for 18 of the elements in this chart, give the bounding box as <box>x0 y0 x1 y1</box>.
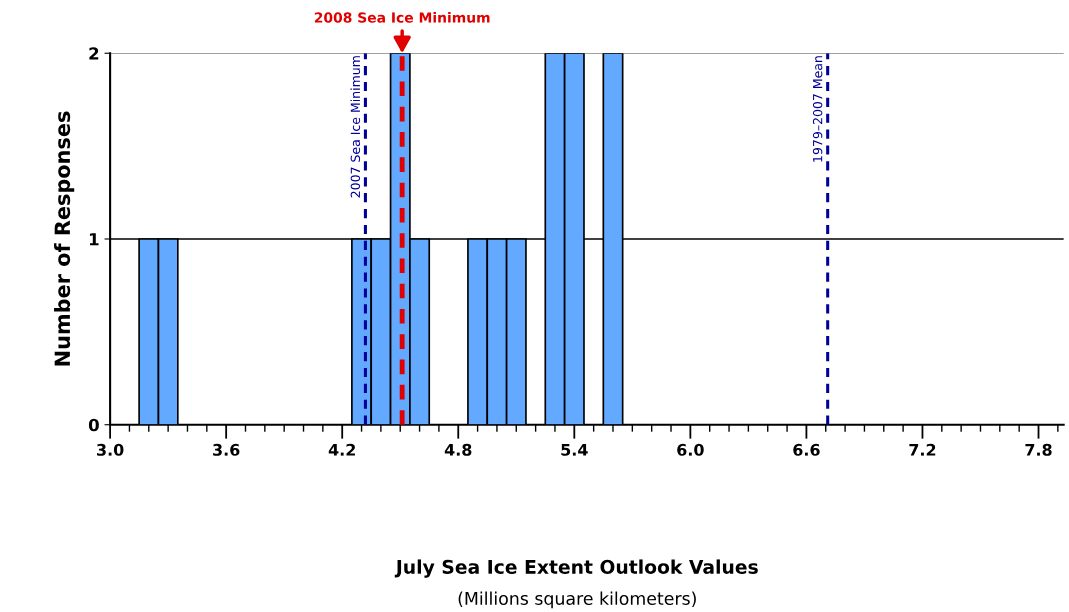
x-tick-label: 4.2 <box>328 443 355 456</box>
y-tick-label: 2 <box>89 47 99 60</box>
y-tick-label: 0 <box>88 418 99 432</box>
ref-line-label: 2007 Sea Ice Minimum <box>350 56 361 198</box>
annotation: 2008 Sea Ice Minimum <box>314 12 490 23</box>
x-tick-label: 3.6 <box>213 443 240 456</box>
text: (Millions square kilometers) <box>458 591 696 609</box>
y-axis-title: Number of Responses <box>54 111 75 366</box>
y-tick-label: 1 <box>89 233 99 246</box>
x-tick-label: 3.0 <box>97 443 124 456</box>
x-tick-label: 6.6 <box>793 443 820 456</box>
ref-line-label: 1979–2007 Mean <box>812 56 823 162</box>
x-tick-label: 6.0 <box>677 443 704 456</box>
x-tick-label: 4.8 <box>444 443 472 456</box>
x-tick-label: 7.2 <box>909 443 936 456</box>
text: July Sea Ice Extent Outlook Values <box>394 559 758 578</box>
x-tick-label: 7.8 <box>1025 443 1052 456</box>
x-tick-label: 5.4 <box>561 443 588 456</box>
